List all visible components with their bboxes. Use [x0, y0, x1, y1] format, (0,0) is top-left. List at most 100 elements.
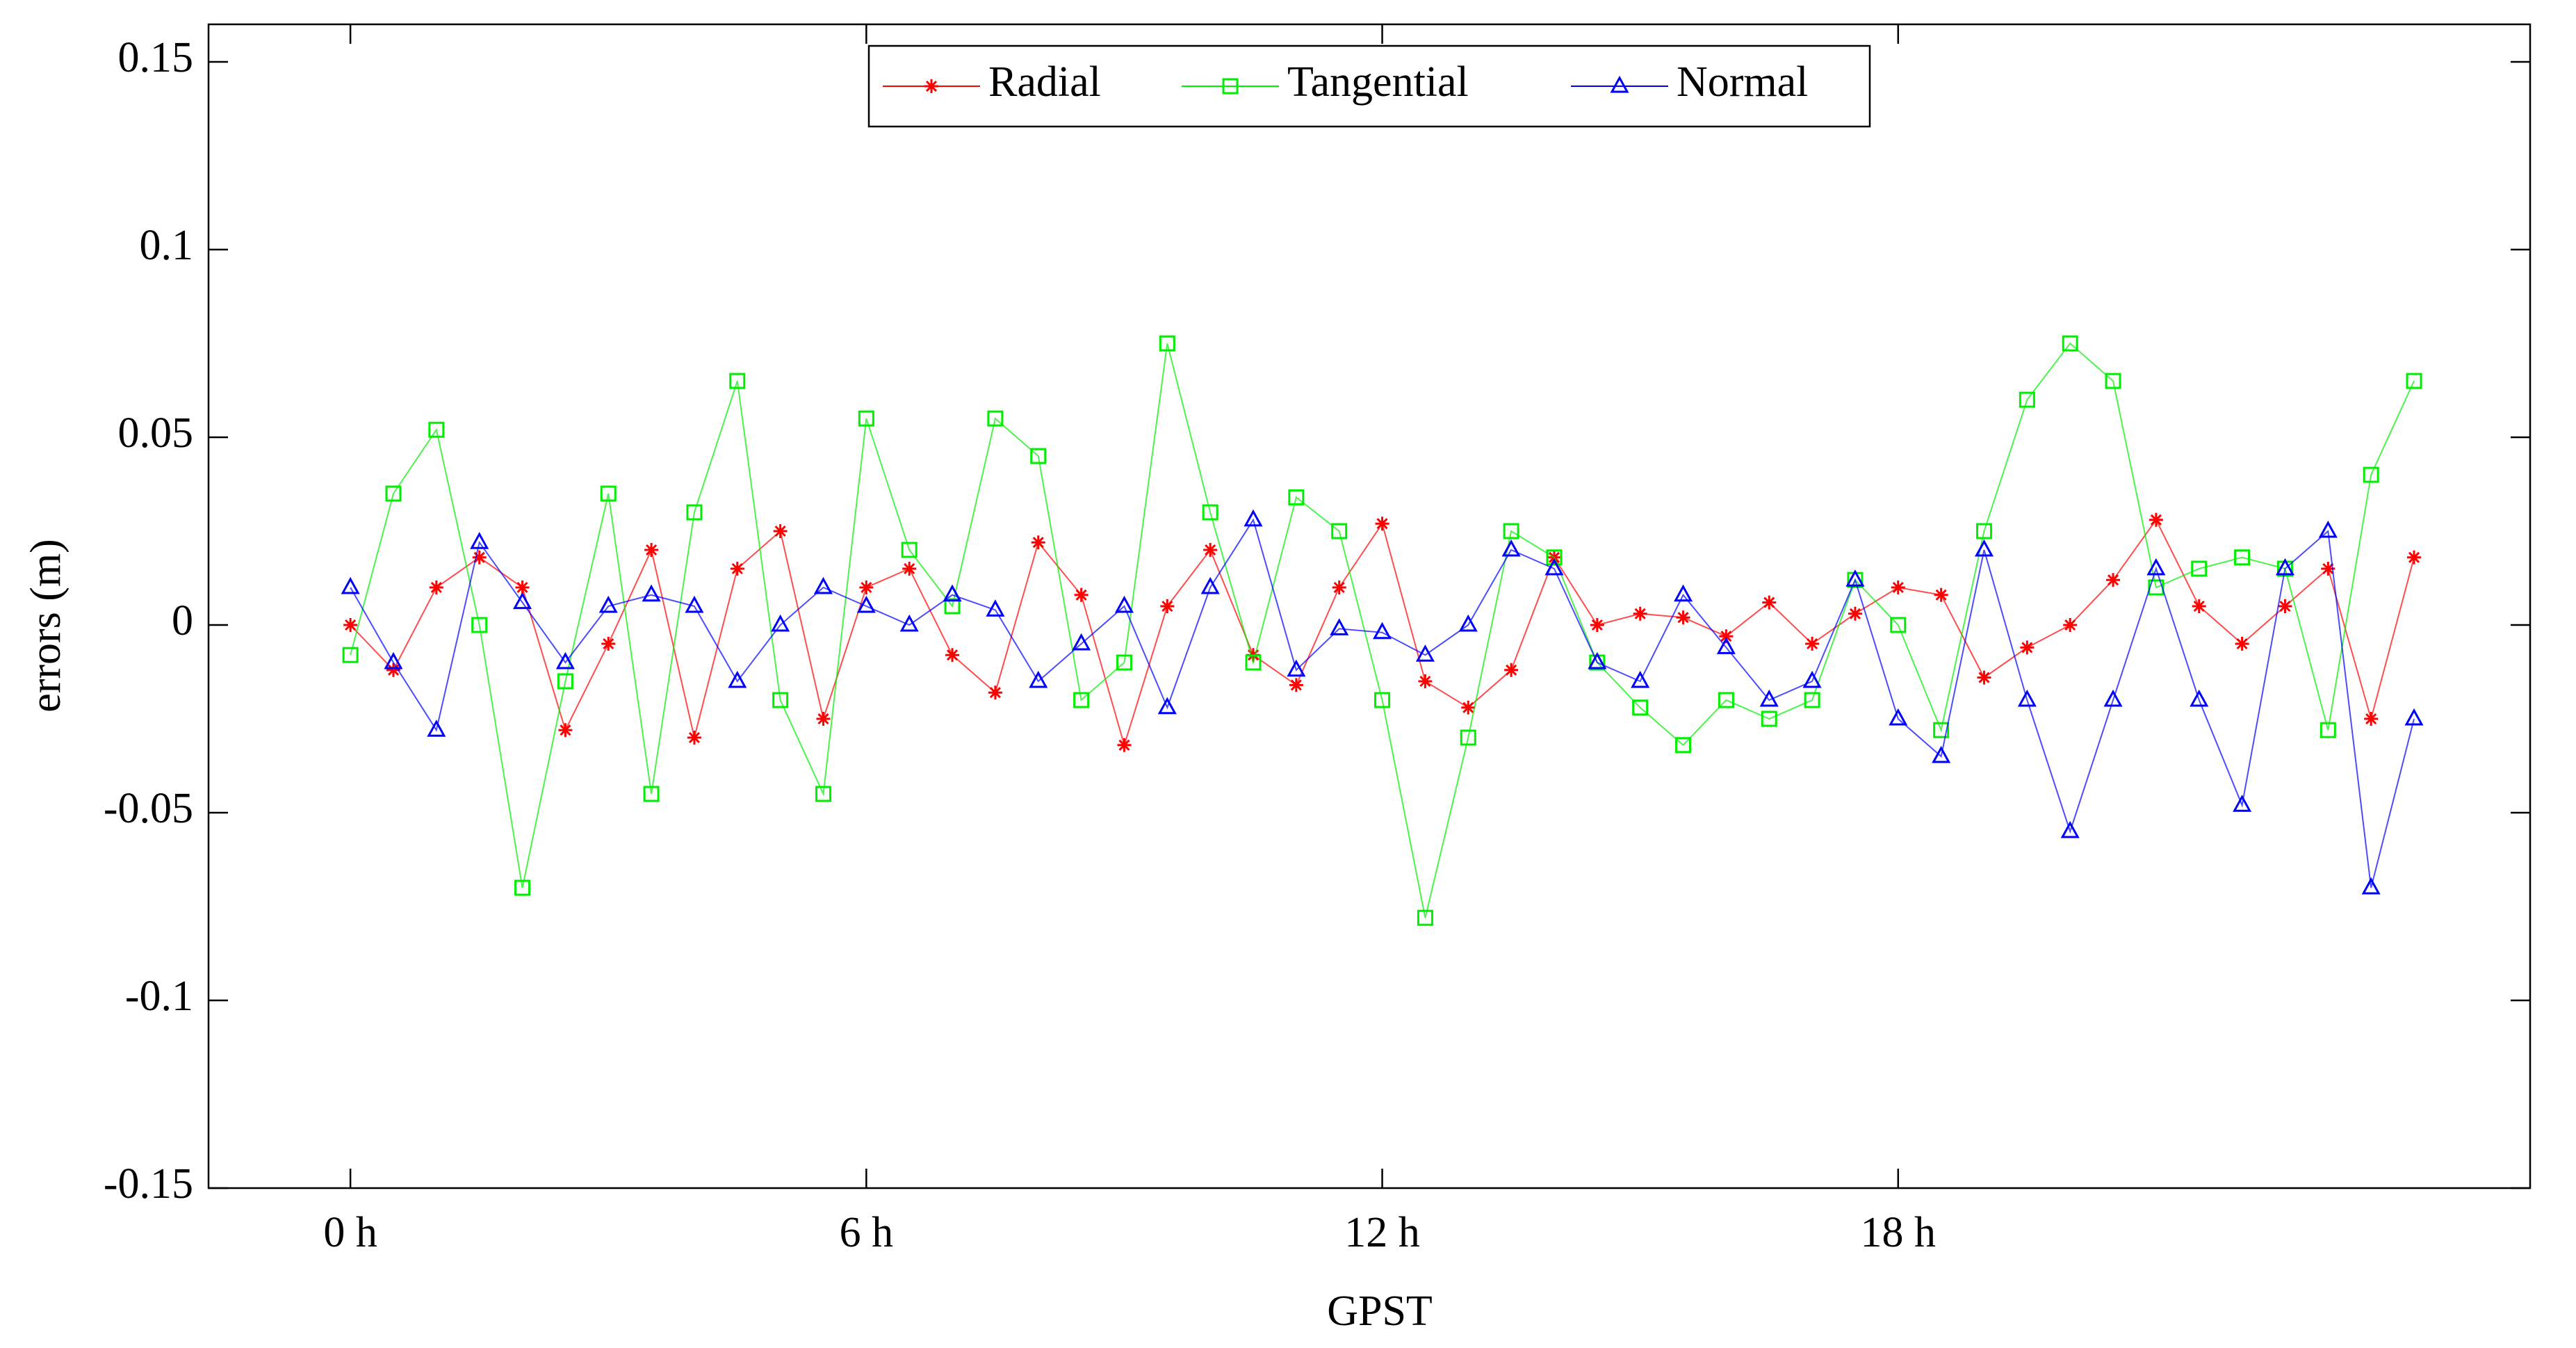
- marker: [2149, 512, 2163, 527]
- marker: [856, 595, 876, 613]
- marker: [1890, 617, 1907, 633]
- marker: [2364, 712, 2379, 726]
- marker: [728, 670, 747, 688]
- marker: [600, 485, 617, 502]
- marker: [642, 584, 661, 602]
- marker: [859, 580, 874, 594]
- marker: [1117, 738, 1132, 752]
- marker: [1932, 745, 1951, 763]
- marker: [1934, 587, 1948, 602]
- marker: [1718, 692, 1734, 708]
- y-axis-label: errors (m): [22, 539, 70, 713]
- marker: [1762, 595, 1777, 610]
- marker: [1719, 629, 1734, 644]
- marker: [2320, 722, 2336, 738]
- marker: [429, 580, 443, 594]
- marker: [2235, 637, 2249, 651]
- marker: [1633, 606, 1647, 621]
- y-tick-label: -0.15: [104, 1160, 193, 1208]
- marker: [1288, 489, 1305, 505]
- marker: [1074, 587, 1089, 602]
- marker: [1977, 670, 1991, 685]
- marker: [987, 410, 1004, 427]
- marker: [1374, 692, 1391, 708]
- marker: [1759, 689, 1779, 707]
- marker: [601, 637, 616, 651]
- marker: [943, 584, 962, 602]
- marker: [1588, 651, 1607, 669]
- marker: [902, 562, 917, 576]
- marker: [687, 731, 701, 745]
- marker: [1159, 335, 1175, 352]
- marker: [1590, 618, 1604, 632]
- x-tick-label: 0 h: [323, 1209, 377, 1256]
- marker: [1029, 670, 1048, 688]
- marker: [772, 692, 789, 708]
- marker: [944, 598, 961, 615]
- series-line: [350, 342, 2415, 918]
- series-line: [350, 518, 2415, 888]
- marker: [1157, 697, 1177, 715]
- marker: [858, 410, 874, 427]
- marker: [2060, 820, 2080, 838]
- marker: [1415, 644, 1435, 662]
- marker: [1802, 670, 1822, 688]
- marker: [1546, 549, 1563, 566]
- marker: [1417, 909, 1433, 926]
- marker: [1676, 610, 1690, 625]
- marker: [1974, 539, 1994, 557]
- marker: [1804, 692, 1820, 708]
- marker: [2234, 549, 2251, 566]
- marker: [1544, 558, 1564, 576]
- legend: Radial Tangential Normal: [867, 44, 1871, 128]
- marker: [1222, 78, 1239, 95]
- marker: [558, 723, 573, 738]
- legend-box: [867, 44, 1871, 128]
- marker: [2321, 562, 2335, 576]
- marker: [1933, 722, 1950, 738]
- marker: [1200, 576, 1220, 594]
- marker: [598, 595, 618, 613]
- marker: [643, 786, 660, 802]
- marker: [924, 79, 938, 93]
- series: [343, 512, 2421, 752]
- marker: [1244, 509, 1263, 527]
- marker: [1501, 539, 1521, 557]
- marker: [1073, 692, 1090, 708]
- legend-label: Normal: [1677, 58, 1808, 106]
- marker: [2063, 618, 2078, 632]
- marker: [2190, 689, 2209, 707]
- marker: [988, 685, 1002, 700]
- marker: [644, 543, 659, 557]
- marker: [557, 673, 573, 690]
- marker: [2146, 558, 2166, 576]
- marker: [1375, 517, 1389, 531]
- marker: [2103, 689, 2123, 707]
- marker: [384, 651, 403, 669]
- marker: [1245, 654, 1262, 671]
- y-tick-label: 0.15: [118, 34, 194, 81]
- marker: [514, 879, 531, 896]
- marker: [2017, 689, 2037, 707]
- marker: [471, 617, 488, 633]
- series: [342, 335, 2422, 926]
- marker: [512, 592, 532, 610]
- legend-label: Radial: [988, 58, 1101, 106]
- marker: [899, 614, 919, 632]
- marker: [1030, 448, 1047, 464]
- marker: [2020, 640, 2035, 655]
- marker: [1418, 674, 1433, 688]
- x-tick-label: 6 h: [840, 1209, 894, 1256]
- marker: [686, 504, 703, 521]
- marker: [730, 562, 744, 576]
- marker: [1160, 599, 1175, 613]
- legend-label: Tangential: [1287, 58, 1469, 106]
- marker: [1675, 737, 1692, 754]
- marker: [342, 647, 359, 663]
- marker: [1116, 654, 1132, 671]
- marker: [343, 618, 358, 632]
- marker: [1845, 569, 1865, 587]
- marker: [729, 373, 746, 389]
- marker: [472, 550, 487, 565]
